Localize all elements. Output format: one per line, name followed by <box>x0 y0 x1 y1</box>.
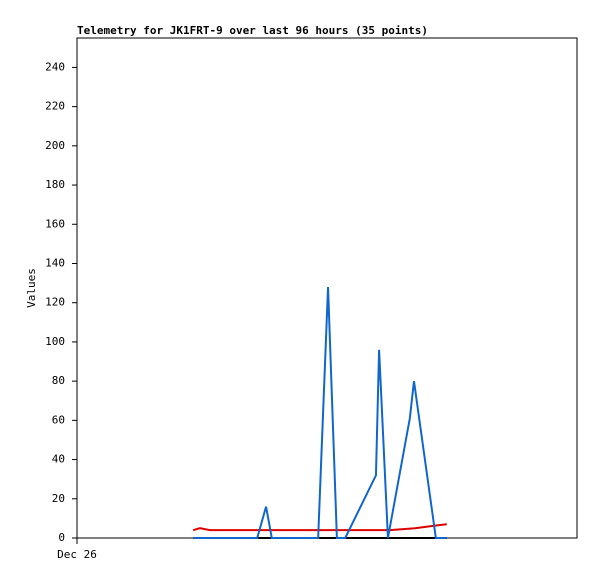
y-tick-label: 100 <box>45 335 65 348</box>
y-axis-label: Values <box>25 268 38 308</box>
x-tick-label: Dec 26 <box>57 548 97 561</box>
data-line <box>193 286 447 539</box>
y-tick-label: 240 <box>45 60 65 73</box>
y-tick-label: 140 <box>45 256 65 269</box>
y-tick-label: 0 <box>58 531 65 544</box>
y-tick-label: 220 <box>45 100 65 113</box>
chart-title: Telemetry for JK1FRT-9 over last 96 hour… <box>77 24 428 37</box>
y-tick-label: 80 <box>52 374 65 387</box>
y-tick-label: 40 <box>52 453 65 466</box>
data-line <box>192 523 447 532</box>
y-tick-label: 60 <box>52 413 65 426</box>
y-tick-label: 180 <box>45 178 65 191</box>
y-tick-label: 20 <box>52 492 65 505</box>
y-tick-label: 120 <box>45 296 65 309</box>
y-tick-label: 200 <box>45 139 65 152</box>
y-tick-label: 160 <box>45 217 65 230</box>
